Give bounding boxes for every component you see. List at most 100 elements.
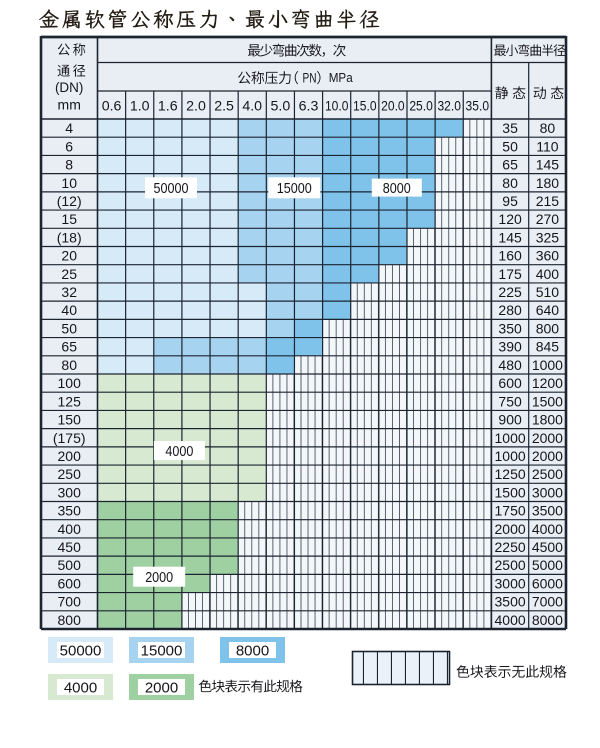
svg-text:500: 500 (58, 557, 82, 573)
svg-text:4000: 4000 (64, 679, 97, 696)
svg-text:50: 50 (61, 321, 77, 337)
svg-text:1800: 1800 (532, 412, 563, 428)
svg-text:2000: 2000 (145, 570, 173, 586)
svg-text:35.0: 35.0 (466, 98, 490, 114)
svg-text:3000: 3000 (495, 576, 526, 592)
svg-text:700: 700 (58, 594, 82, 610)
svg-text:280: 280 (498, 302, 522, 318)
svg-text:5000: 5000 (532, 557, 563, 573)
svg-text:25: 25 (61, 266, 77, 282)
svg-text:175: 175 (498, 266, 522, 282)
svg-text:1000: 1000 (495, 448, 526, 464)
svg-text:120: 120 (498, 211, 522, 227)
svg-text:2000: 2000 (532, 448, 563, 464)
svg-text:2250: 2250 (495, 539, 526, 555)
svg-text:2.5: 2.5 (214, 98, 234, 114)
svg-text:2.0: 2.0 (186, 98, 206, 114)
svg-text:400: 400 (58, 521, 82, 537)
svg-text:8000: 8000 (532, 612, 563, 628)
svg-text:15.0: 15.0 (353, 98, 377, 114)
svg-text:4000: 4000 (165, 444, 193, 460)
svg-text:32.0: 32.0 (437, 98, 461, 114)
svg-text:15000: 15000 (277, 181, 312, 197)
svg-text:80: 80 (540, 120, 556, 136)
svg-text:350: 350 (498, 321, 522, 337)
svg-text:250: 250 (58, 466, 82, 482)
svg-text:900: 900 (498, 412, 522, 428)
svg-text:450: 450 (58, 539, 82, 555)
svg-text:845: 845 (536, 339, 560, 355)
svg-text:50000: 50000 (60, 642, 102, 659)
svg-text:80: 80 (502, 175, 518, 191)
svg-text:600: 600 (58, 576, 82, 592)
svg-text:200: 200 (58, 448, 82, 464)
svg-text:6.3: 6.3 (299, 98, 319, 114)
svg-text:640: 640 (536, 302, 560, 318)
svg-text:MPa: MPa (329, 70, 354, 85)
svg-text:180: 180 (536, 175, 560, 191)
svg-text:1500: 1500 (495, 484, 526, 500)
svg-text:20.0: 20.0 (381, 98, 405, 114)
svg-text:4: 4 (65, 120, 73, 136)
svg-text:390: 390 (498, 339, 522, 355)
svg-text:40: 40 (61, 302, 77, 318)
svg-text:360: 360 (536, 248, 560, 264)
svg-text:325: 325 (536, 229, 560, 245)
svg-text:15: 15 (61, 211, 77, 227)
svg-text:8000: 8000 (236, 642, 269, 659)
svg-text:4.0: 4.0 (242, 98, 262, 114)
svg-text:800: 800 (536, 321, 560, 337)
svg-text:32: 32 (61, 284, 77, 300)
svg-text:125: 125 (58, 393, 82, 409)
svg-text:400: 400 (536, 266, 560, 282)
svg-text:4500: 4500 (532, 539, 563, 555)
svg-text:2500: 2500 (495, 557, 526, 573)
svg-text:1000: 1000 (495, 430, 526, 446)
svg-text:8: 8 (65, 157, 73, 173)
svg-text:8000: 8000 (383, 181, 411, 197)
svg-text:2000: 2000 (532, 430, 563, 446)
svg-text:3000: 3000 (532, 484, 563, 500)
svg-text:2000: 2000 (495, 521, 526, 537)
svg-text:(175): (175) (53, 430, 86, 446)
svg-text:mm: mm (58, 97, 81, 113)
svg-text:2500: 2500 (532, 466, 563, 482)
svg-text:35: 35 (502, 120, 518, 136)
svg-text:5.0: 5.0 (271, 98, 291, 114)
svg-text:3500: 3500 (532, 503, 563, 519)
svg-text:50000: 50000 (154, 181, 189, 197)
svg-text:(DN): (DN) (55, 80, 84, 95)
svg-text:65: 65 (61, 339, 77, 355)
svg-text:20: 20 (61, 248, 77, 264)
svg-text:3500: 3500 (495, 594, 526, 610)
svg-text:95: 95 (502, 193, 518, 209)
svg-text:7000: 7000 (532, 594, 563, 610)
svg-text:1500: 1500 (532, 393, 563, 409)
svg-text:100: 100 (58, 375, 82, 391)
svg-text:4000: 4000 (495, 612, 526, 628)
svg-text:(18): (18) (57, 229, 82, 245)
svg-text:4000: 4000 (532, 521, 563, 537)
svg-text:600: 600 (498, 375, 522, 391)
svg-text:10: 10 (61, 175, 77, 191)
svg-text:6000: 6000 (532, 576, 563, 592)
svg-text:145: 145 (536, 157, 560, 173)
svg-text:25.0: 25.0 (409, 98, 433, 114)
svg-text:510: 510 (536, 284, 560, 300)
svg-text:1750: 1750 (495, 503, 526, 519)
svg-text:1.0: 1.0 (130, 98, 150, 114)
svg-text:80: 80 (61, 357, 77, 373)
svg-text:800: 800 (58, 612, 82, 628)
svg-text:2000: 2000 (145, 679, 178, 696)
svg-text:6: 6 (65, 138, 73, 154)
svg-text:65: 65 (502, 157, 518, 173)
svg-text:480: 480 (498, 357, 522, 373)
svg-text:110: 110 (536, 138, 559, 154)
svg-text:(12): (12) (57, 193, 82, 209)
svg-text:15000: 15000 (141, 642, 183, 659)
svg-text:225: 225 (498, 284, 522, 300)
svg-text:1250: 1250 (495, 466, 526, 482)
svg-text:1.6: 1.6 (158, 98, 178, 114)
svg-text:0.6: 0.6 (102, 98, 122, 114)
svg-text:270: 270 (536, 211, 560, 227)
